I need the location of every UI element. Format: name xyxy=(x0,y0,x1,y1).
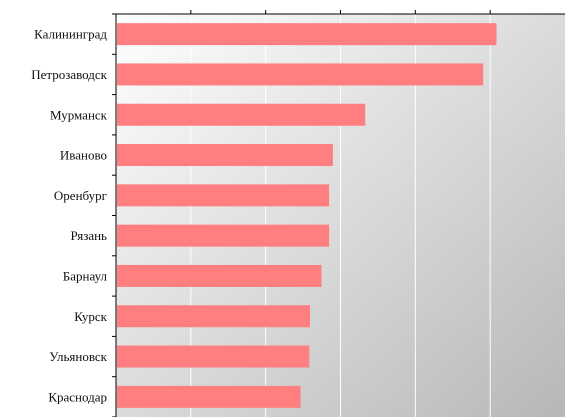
category-label: Рязань xyxy=(70,228,107,243)
category-label: Оренбург xyxy=(54,188,107,203)
bar xyxy=(117,225,329,247)
category-label: Мурманск xyxy=(50,107,108,122)
bar xyxy=(117,305,310,327)
category-label: Петрозаводск xyxy=(31,67,107,82)
category-labels: Калининград Петрозаводск Мурманск Иваново Ор… xyxy=(31,27,107,405)
category-label: Ульяновск xyxy=(49,349,107,364)
bar xyxy=(117,386,301,408)
bar xyxy=(117,63,483,85)
bar xyxy=(117,144,333,166)
bar xyxy=(117,265,321,287)
bar xyxy=(117,184,329,206)
category-label: Калининград xyxy=(34,27,107,42)
bar xyxy=(117,104,365,126)
bar xyxy=(117,346,309,368)
bar xyxy=(117,23,497,45)
category-label: Иваново xyxy=(60,148,107,163)
category-label: Барнаул xyxy=(63,268,108,283)
category-label: Курск xyxy=(74,309,107,324)
category-label: Краснодар xyxy=(48,389,107,404)
